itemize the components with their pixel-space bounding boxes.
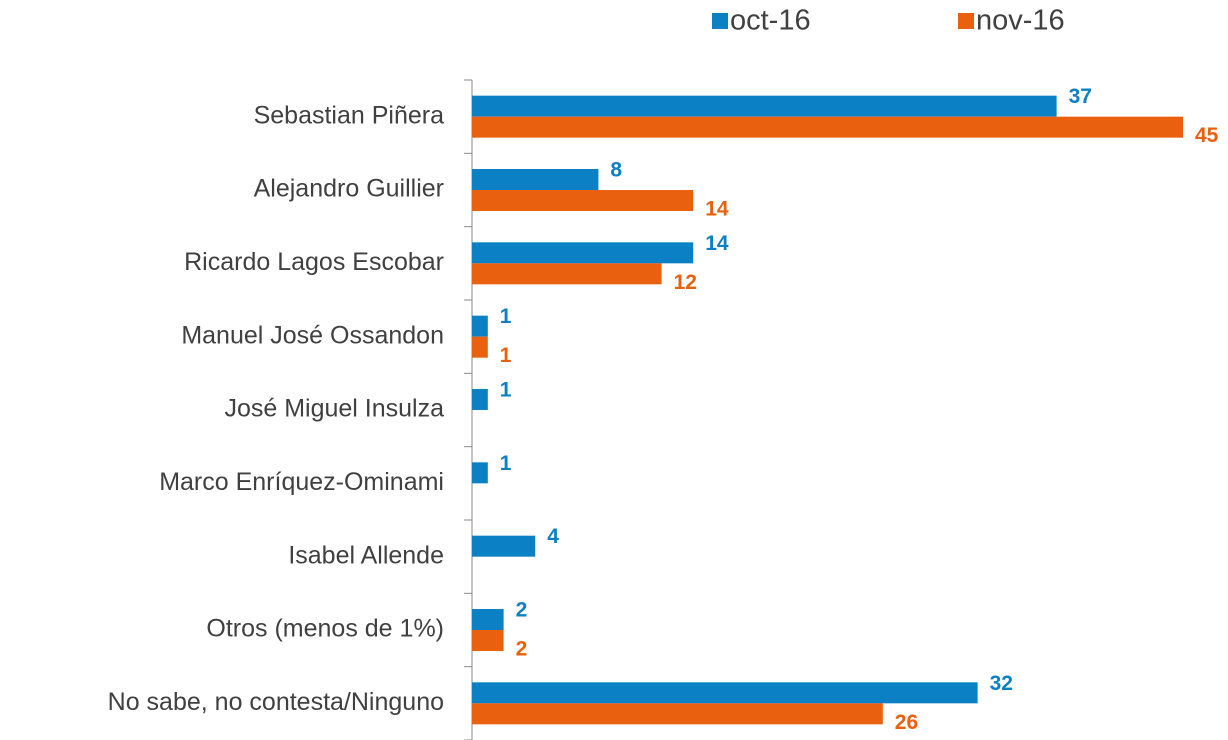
bar (472, 609, 504, 630)
legend-label: oct-16 (730, 5, 811, 37)
data-label: 14 (705, 232, 729, 255)
data-label: 45 (1195, 124, 1219, 147)
bar (472, 682, 978, 704)
bar (472, 95, 1057, 117)
data-label: 32 (990, 672, 1013, 695)
category-label: Sebastian Piñera (254, 101, 445, 129)
data-label: 4 (547, 525, 559, 548)
bar (472, 389, 488, 410)
data-label: 12 (674, 271, 697, 294)
category-label: Manuel José Ossandon (181, 321, 444, 349)
category-label: Ricardo Lagos Escobar (184, 248, 444, 276)
data-label: 37 (1069, 85, 1092, 108)
bar (472, 630, 504, 651)
bar (472, 703, 883, 725)
data-label: 8 (610, 159, 622, 182)
legend-label: nov-16 (976, 5, 1065, 37)
bar (472, 263, 662, 285)
category-label: Otros (menos de 1%) (206, 615, 444, 643)
data-label: 1 (500, 379, 512, 402)
bar (472, 116, 1183, 138)
bar (472, 462, 488, 484)
category-label: Marco Enríquez-Ominami (159, 468, 444, 496)
category-label: José Miguel Insulza (224, 395, 444, 423)
legend-swatch (712, 13, 728, 29)
bar (472, 535, 536, 557)
bar (472, 315, 488, 337)
category-label: Isabel Allende (288, 541, 444, 569)
bar (472, 336, 488, 358)
data-label: 1 (500, 344, 512, 367)
category-label: No sabe, no contesta/Ninguno (108, 688, 444, 716)
data-label: 1 (500, 305, 512, 328)
bar (472, 169, 599, 190)
data-label: 2 (516, 599, 528, 622)
data-label: 2 (516, 638, 528, 661)
data-label: 14 (705, 198, 729, 221)
category-label: Alejandro Guillier (254, 175, 444, 203)
data-label: 26 (895, 711, 918, 734)
data-label: 1 (500, 452, 512, 475)
legend-swatch (958, 13, 974, 29)
bar (472, 242, 694, 264)
bar (472, 190, 694, 211)
